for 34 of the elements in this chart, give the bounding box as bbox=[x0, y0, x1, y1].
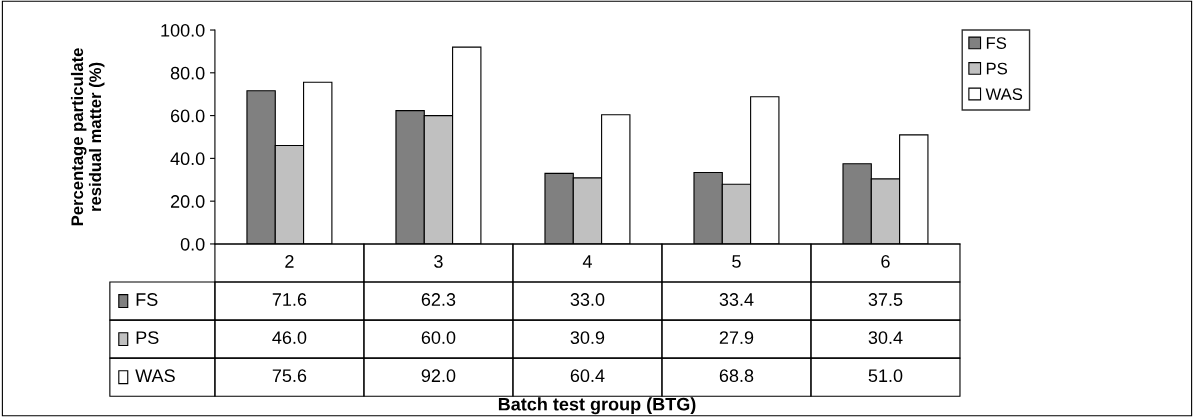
data-label: 33.0 bbox=[570, 293, 605, 306]
data-label: 30.9 bbox=[570, 331, 605, 344]
data-label: 33.4 bbox=[719, 293, 754, 306]
data-label: 62.3 bbox=[421, 293, 456, 306]
data-label: 51.0 bbox=[868, 369, 903, 383]
data-label: 37.5 bbox=[868, 293, 903, 306]
data-label: 92.0 bbox=[421, 369, 456, 383]
text: FS bbox=[986, 37, 1007, 49]
y-tick-label: 80.0 bbox=[170, 66, 205, 80]
data-label: 75.6 bbox=[272, 369, 307, 383]
y-tick-label: 20.0 bbox=[170, 195, 205, 208]
text: PS bbox=[136, 331, 159, 344]
data-label: 60.0 bbox=[421, 331, 456, 344]
data-label: 30.4 bbox=[868, 331, 903, 344]
data-label: 60.4 bbox=[570, 369, 605, 383]
data-label: 71.6 bbox=[272, 293, 307, 306]
y-tick-label: 40.0 bbox=[170, 152, 205, 166]
x-tick-label: 5 bbox=[732, 255, 741, 268]
text: Batch test group (BTG) bbox=[498, 397, 696, 415]
x-tick-label: 2 bbox=[285, 255, 294, 268]
y-axis-title: Percentage particulate residual matter (%) bbox=[70, 48, 105, 226]
x-tick-label: 4 bbox=[582, 255, 592, 268]
y-tick-label: 60.0 bbox=[170, 109, 205, 123]
data-label: 27.9 bbox=[719, 331, 754, 344]
text: WAS bbox=[135, 369, 175, 383]
legend-label: FS bbox=[136, 293, 158, 306]
y-tick-label: 0.0 bbox=[180, 237, 205, 251]
legend-label: PS bbox=[986, 62, 1008, 75]
x-tick-label: 6 bbox=[881, 255, 890, 268]
data-label: 46.0 bbox=[272, 331, 307, 344]
x-tick-label: 3 bbox=[434, 255, 443, 268]
data-label: 68.8 bbox=[719, 369, 754, 383]
legend-label: WAS bbox=[985, 88, 1023, 101]
y-tick-label: 100.0 bbox=[161, 23, 205, 37]
